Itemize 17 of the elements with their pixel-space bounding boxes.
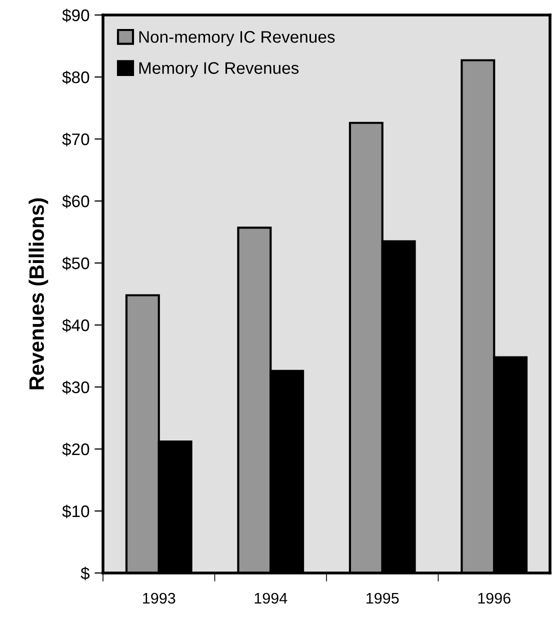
y-tick-label: $10 — [62, 504, 90, 518]
y-tick-label: $20 — [62, 442, 90, 456]
y-axis-title: Revenues (Billions) — [28, 198, 48, 390]
y-tick-label: $ — [80, 566, 90, 580]
y-tick-label: $60 — [62, 194, 90, 208]
y-tick-label: $70 — [62, 132, 90, 146]
x-tick-label: 1993 — [143, 592, 176, 604]
y-tick-label: $40 — [62, 318, 90, 332]
legend-label: Non-memory IC Revenues — [139, 31, 335, 46]
y-tick-label: $30 — [62, 380, 90, 394]
x-tick-label: 1994 — [254, 592, 288, 604]
y-tick-label: $80 — [62, 70, 90, 84]
x-tick-label: 1996 — [478, 592, 510, 604]
y-tick-label: $90 — [62, 8, 90, 22]
x-tick-label: 1995 — [366, 592, 399, 604]
y-tick-label: $50 — [62, 256, 90, 270]
legend-label: Memory IC Revenues — [139, 62, 299, 78]
